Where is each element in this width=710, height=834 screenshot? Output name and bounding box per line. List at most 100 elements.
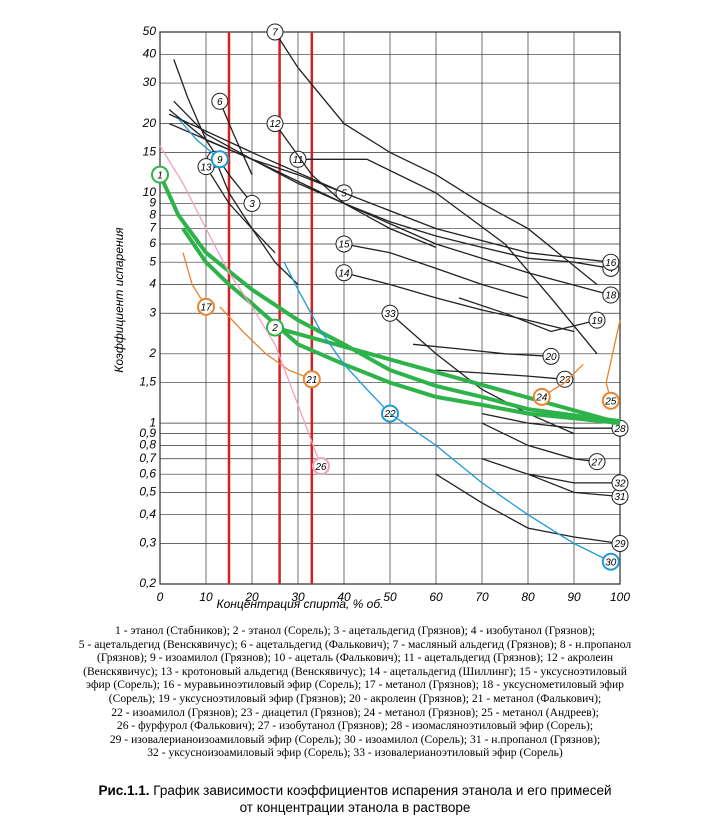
series-label-circle xyxy=(197,158,215,176)
series-label-circle xyxy=(335,235,353,253)
series-label: 18 xyxy=(605,291,617,302)
series-label: 1 xyxy=(157,170,163,181)
y-axis-label: Коэффициент испарения xyxy=(112,227,126,373)
series-label: 11 xyxy=(293,155,303,166)
series-label: 21 xyxy=(305,375,317,386)
legend-line: 22 - изоамилол (Грязнов); 23 - диацетил … xyxy=(111,705,599,719)
series-line xyxy=(412,343,552,357)
series-label-circle xyxy=(211,92,229,110)
x-tick-label: 10 xyxy=(199,590,213,604)
series-label: 29 xyxy=(613,539,626,550)
series-label: 13 xyxy=(200,162,212,173)
series-line xyxy=(605,320,621,401)
series-line xyxy=(481,412,620,429)
series-label: 3 xyxy=(249,199,255,210)
series-label-circle xyxy=(588,453,606,471)
series-label-circle xyxy=(266,318,284,337)
y-tick-label: 0,4 xyxy=(139,507,156,521)
series-label: 24 xyxy=(535,393,548,404)
x-tick-label: 80 xyxy=(521,590,535,604)
series-line xyxy=(158,173,621,424)
series-label: 17 xyxy=(200,302,212,313)
series-label-circle xyxy=(542,347,560,365)
series-line xyxy=(481,458,620,484)
y-tick-label: 0,6 xyxy=(139,466,156,480)
x-tick-label: 0 xyxy=(157,590,164,604)
series-label: 16 xyxy=(605,258,617,269)
series-label: 9 xyxy=(217,155,223,166)
series-label-circle xyxy=(602,286,620,304)
series-line xyxy=(389,312,575,435)
series-label: 33 xyxy=(384,309,396,320)
series-label: 27 xyxy=(590,457,603,468)
series-label-circle xyxy=(602,253,620,271)
series-line xyxy=(219,101,253,175)
series-label: 31 xyxy=(614,492,625,503)
series-label-circle xyxy=(611,534,629,552)
series-line xyxy=(205,166,299,285)
series-label: 6 xyxy=(217,97,223,108)
series-line xyxy=(219,306,313,380)
series-line xyxy=(481,422,598,463)
series-label-circle xyxy=(312,457,330,476)
x-tick-label: 30 xyxy=(291,590,305,604)
series-line xyxy=(298,158,598,355)
series-line xyxy=(214,159,276,254)
series-line xyxy=(159,145,322,467)
series-label: 19 xyxy=(591,316,603,327)
series-label-circle xyxy=(532,387,551,406)
series-label-circle xyxy=(381,304,399,322)
series-line xyxy=(458,297,598,333)
x-tick-label: 90 xyxy=(567,590,581,604)
y-tick-label: 2 xyxy=(148,346,156,360)
series-label: 7 xyxy=(272,28,278,39)
chart: Концентрация спирта, % об. Коэффициент и… xyxy=(112,23,630,611)
legend-line: 32 - уксусноизоамиловый эфир (Сорель); 3… xyxy=(147,746,563,760)
series-label-circle xyxy=(381,404,399,423)
series-label: 14 xyxy=(338,268,350,279)
series-label-circle xyxy=(302,370,321,389)
series-label-circle xyxy=(601,391,620,410)
legend-line: (Венскявичус); 13 - кротоновый альдегид … xyxy=(83,664,627,678)
legend-line: эфир (Сорель); 16 - муравьиноэтиловый эф… xyxy=(86,678,624,692)
x-tick-label: 100 xyxy=(610,590,630,604)
legend-line: 1 - этанол (Стабников); 2 - этанол (Соре… xyxy=(115,624,595,637)
series-line xyxy=(283,261,391,415)
y-tick-label: 0,3 xyxy=(139,536,156,550)
caption-line: Рис.1.1. График зависимости коэффициенто… xyxy=(0,782,710,799)
legend-line: (Грязнов); 9 - изоамилол (Грязнов); 10 -… xyxy=(96,651,614,665)
y-tick-label: 0,9 xyxy=(139,426,156,440)
series-label-circle xyxy=(210,150,229,169)
y-tick-label: 1,5 xyxy=(139,375,156,389)
x-tick-label: 20 xyxy=(244,590,259,604)
y-tick-label: 7 xyxy=(149,221,157,235)
series-label: 32 xyxy=(614,479,626,490)
caption-label: Рис.1.1. xyxy=(98,783,150,798)
x-tick-label: 60 xyxy=(429,590,443,604)
series-label: 12 xyxy=(269,119,281,130)
caption-line: от концентрации этанола в растворе xyxy=(0,799,710,816)
y-tick-label: 1 xyxy=(149,415,156,429)
y-tick-label: 0,8 xyxy=(139,438,156,452)
y-tick-label: 0,7 xyxy=(139,451,157,465)
y-tick-label: 0,2 xyxy=(139,576,156,590)
y-tick-label: 30 xyxy=(143,75,157,89)
series-label: 15 xyxy=(338,240,350,251)
caption-text: от концентрации этанола в растворе xyxy=(239,800,471,815)
series-label-circle xyxy=(266,23,284,41)
series-line xyxy=(541,363,584,398)
series-line xyxy=(527,473,621,498)
series-label-circle xyxy=(556,370,574,388)
series-label: 2 xyxy=(271,323,278,334)
caption: Рис.1.1. График зависимости коэффициенто… xyxy=(0,782,710,816)
series-label: 26 xyxy=(314,462,327,473)
x-tick-label: 70 xyxy=(475,590,489,604)
y-tick-label: 4 xyxy=(149,277,156,291)
y-tick-label: 3 xyxy=(149,305,156,319)
series-line xyxy=(168,113,611,263)
series-label: 30 xyxy=(605,557,617,568)
series-label-circle xyxy=(243,194,261,212)
series-label: 5 xyxy=(341,189,347,200)
series-line xyxy=(168,123,611,296)
y-tick-label: 0,5 xyxy=(139,485,156,499)
